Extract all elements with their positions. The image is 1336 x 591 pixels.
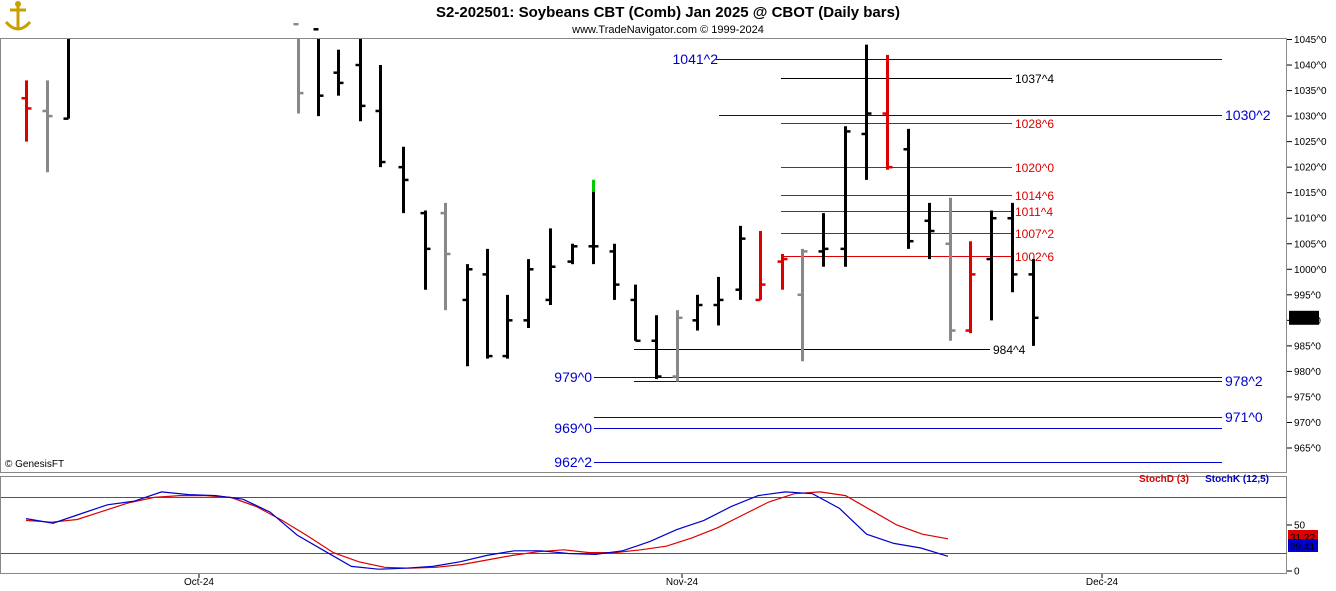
price-bar xyxy=(818,213,829,267)
price-tick-label: 1015^0 xyxy=(1294,188,1327,199)
x-tick-label: Nov-24 xyxy=(666,577,699,588)
level-label: 1030^2 xyxy=(1225,107,1271,123)
current-price-box xyxy=(1289,310,1319,325)
stoch-last-value-label: 29.41 xyxy=(1290,542,1315,553)
price-bar xyxy=(567,243,578,265)
price-tick-label: 965^0 xyxy=(1294,444,1321,455)
stoch-last-value-label: 31.22 xyxy=(1290,533,1315,544)
price-levels: 1041^2 1037^4 1030^2 1028^6 1020^0 1014^6 1011… xyxy=(554,51,1270,470)
x-tick-label: Dec-24 xyxy=(1086,577,1119,588)
price-bar xyxy=(502,294,513,359)
price-bar xyxy=(735,225,746,300)
price-bar xyxy=(903,128,914,249)
price-bar xyxy=(462,264,473,367)
current-price-label: 990^4 xyxy=(1291,314,1318,325)
stoch-tick-label: 50 xyxy=(1294,521,1306,532)
level-label: 1037^4 xyxy=(1015,72,1054,86)
price-bar xyxy=(63,39,70,120)
price-bar xyxy=(333,49,344,96)
level-label: 1007^2 xyxy=(1015,227,1054,241)
price-bar xyxy=(588,179,599,265)
price-bar xyxy=(482,248,493,359)
price-bar xyxy=(440,202,451,311)
price-bar xyxy=(355,39,366,122)
price-tick-label: 1035^0 xyxy=(1294,86,1327,97)
level-label: 969^0 xyxy=(554,420,592,436)
price-panel-frame xyxy=(0,38,1287,473)
price-bar xyxy=(630,284,641,343)
legend-stochd: StochD (3) xyxy=(1139,474,1189,485)
level-label: 1002^6 xyxy=(1015,250,1054,264)
level-label: 1041^2 xyxy=(673,51,719,67)
stoch-panel-frame xyxy=(0,476,1287,574)
price-bar xyxy=(840,126,851,267)
level-label: 971^0 xyxy=(1225,409,1263,425)
price-tick-label: 985^0 xyxy=(1294,341,1321,352)
price-tick-label: 980^0 xyxy=(1294,367,1321,378)
chart-title: S2-202501: Soybeans CBT (Comb) Jan 2025 … xyxy=(436,4,900,21)
price-tick-label: 1000^0 xyxy=(1294,265,1327,276)
price-bar xyxy=(965,241,976,334)
price-bars xyxy=(21,22,1039,382)
price-bar xyxy=(651,315,662,380)
price-bar xyxy=(692,294,703,331)
price-bar xyxy=(545,228,556,306)
level-label: 1020^0 xyxy=(1015,161,1054,175)
level-label: 1011^4 xyxy=(1015,205,1053,219)
level-label: 979^0 xyxy=(554,369,592,385)
chart-subtitle: www.TradeNavigator.com © 1999-2024 xyxy=(571,24,764,36)
price-tick-label: 1030^0 xyxy=(1294,112,1327,123)
level-label: 1014^6 xyxy=(1015,189,1054,203)
stoch-last-value-box xyxy=(1288,539,1318,552)
price-bar xyxy=(21,80,32,142)
stoch-series-line xyxy=(25,491,949,569)
price-bar xyxy=(713,276,724,326)
price-bar xyxy=(420,210,431,290)
price-tick-label: 1005^0 xyxy=(1294,239,1327,250)
price-bar xyxy=(924,202,935,260)
price-bar xyxy=(986,210,997,321)
legend-stochk: StochK (12,5) xyxy=(1205,474,1269,485)
price-tick-label: 1045^0 xyxy=(1294,35,1327,46)
current-price-marker: 990^4 xyxy=(1289,310,1319,325)
stoch-series-line xyxy=(25,491,949,570)
copyright-label: © GenesisFT xyxy=(5,459,64,470)
price-tick-label: 1020^0 xyxy=(1294,163,1327,174)
level-label: 962^2 xyxy=(554,454,592,470)
level-label: 984^4 xyxy=(993,343,1026,357)
price-tick-label: 975^0 xyxy=(1294,392,1321,403)
x-axis: Oct-24 Nov-24 Dec-24 xyxy=(184,574,1119,588)
price-bar xyxy=(1007,202,1018,293)
price-bar xyxy=(42,80,53,173)
price-bar xyxy=(797,248,808,362)
price-bar xyxy=(375,65,386,168)
price-bar xyxy=(672,310,683,382)
x-tick-label: Oct-24 xyxy=(184,577,214,588)
anchor-logo-icon xyxy=(4,1,32,31)
level-label: 1028^6 xyxy=(1015,117,1054,131)
price-tick-label: 970^0 xyxy=(1294,418,1321,429)
price-tick-label: 1010^0 xyxy=(1294,214,1327,225)
price-tick-label: 1025^0 xyxy=(1294,137,1327,148)
price-bar xyxy=(398,146,409,214)
level-label: 978^2 xyxy=(1225,373,1263,389)
price-bar xyxy=(755,230,766,302)
price-bar xyxy=(882,54,893,170)
price-bar xyxy=(945,197,956,341)
price-tick-label: 995^0 xyxy=(1294,290,1321,301)
price-bar xyxy=(523,259,534,329)
price-tick-label: 1040^0 xyxy=(1294,61,1327,72)
price-bar xyxy=(609,243,620,300)
price-bar xyxy=(313,28,324,117)
stoch-tick-label: 0 xyxy=(1294,567,1300,578)
price-bar xyxy=(1028,259,1039,346)
price-bar xyxy=(861,44,872,180)
price-bar xyxy=(777,253,788,290)
price-bar xyxy=(293,22,304,114)
